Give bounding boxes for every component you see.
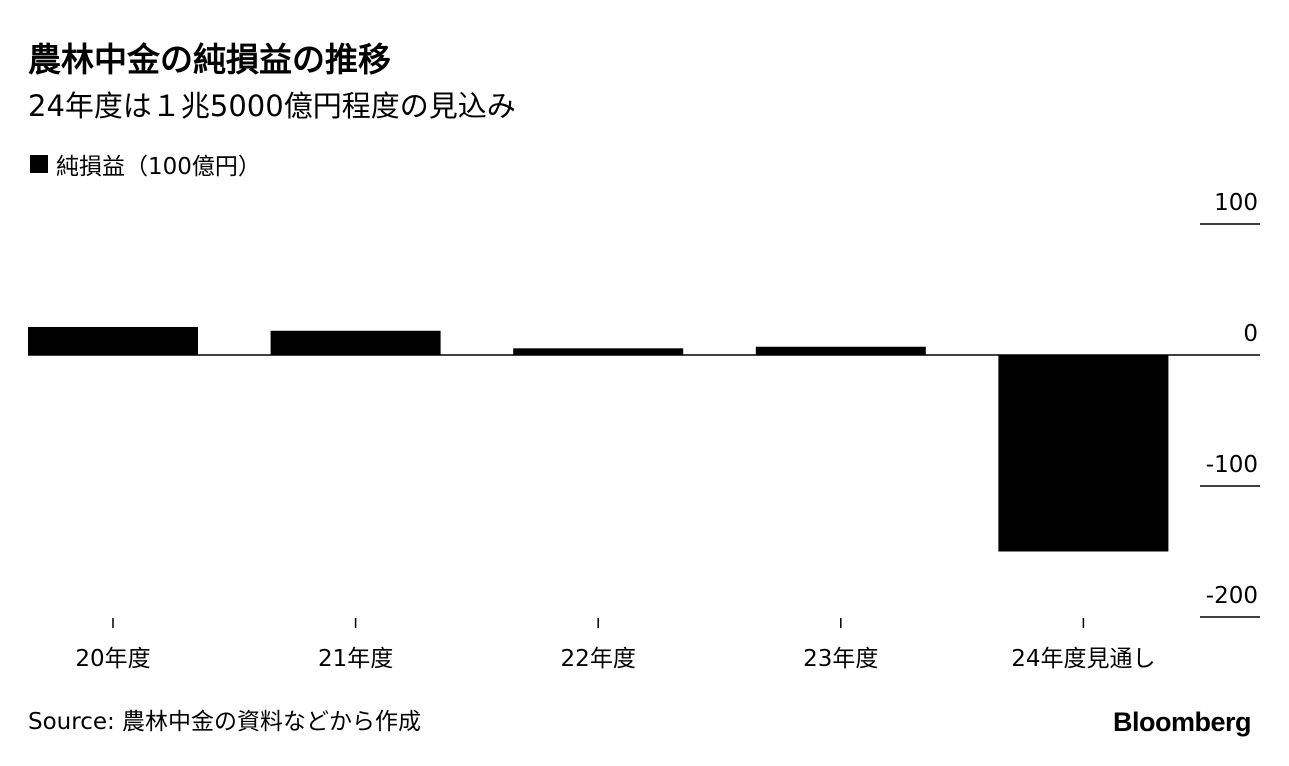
legend: 純損益（100億円） — [30, 144, 261, 184]
legend-label: 純損益（100億円） — [56, 154, 261, 180]
x-tick-label: 21年度 — [318, 646, 393, 672]
bar — [28, 326, 198, 355]
x-tick-label: 20年度 — [75, 646, 150, 672]
bloomberg-logo: Bloomberg — [1112, 707, 1252, 737]
y-tick-label: -100 — [1206, 452, 1258, 478]
bar — [513, 348, 684, 355]
bar — [998, 355, 1169, 552]
chart-title: 農林中金の純損益の推移 — [28, 40, 391, 79]
y-tick-label: -200 — [1206, 583, 1258, 609]
legend-swatch — [30, 155, 48, 173]
chart-subtitle: 24年度は１兆5000億円程度の見込み — [28, 89, 516, 123]
x-tick-label: 24年度見通し — [1011, 646, 1155, 672]
bar — [270, 330, 441, 355]
y-tick-label: 100 — [1214, 190, 1258, 216]
bar — [755, 346, 926, 355]
y-tick-label: 0 — [1243, 321, 1258, 347]
source-note: Source: 農林中金の資料などから作成 — [28, 709, 422, 735]
x-tick-label: 23年度 — [803, 646, 878, 672]
x-tick-label: 22年度 — [561, 646, 636, 672]
